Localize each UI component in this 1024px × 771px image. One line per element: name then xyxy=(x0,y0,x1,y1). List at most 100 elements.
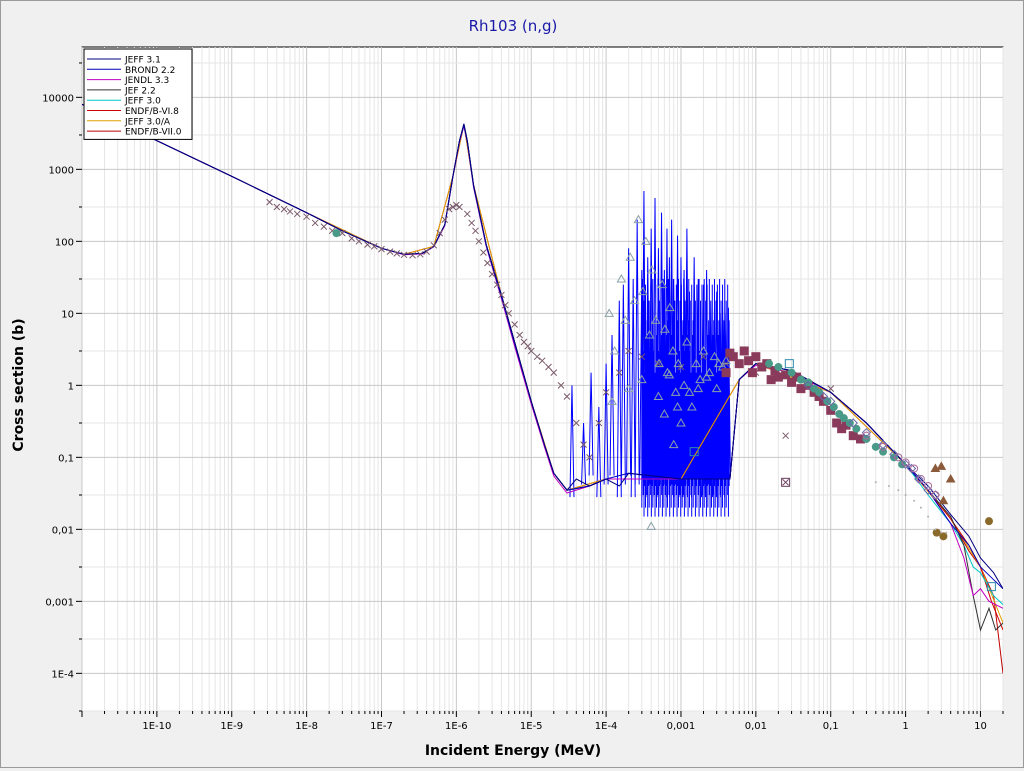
triangle-marker xyxy=(673,358,684,368)
circle-marker xyxy=(765,359,774,368)
plot-area xyxy=(81,46,1004,712)
triangle-marker xyxy=(682,336,692,346)
diamond-marker xyxy=(878,439,888,450)
circle-marker xyxy=(804,378,813,387)
triangle-marker xyxy=(691,358,702,368)
triangle-marker xyxy=(657,279,667,289)
x-marker xyxy=(472,227,479,235)
circle-marker xyxy=(815,388,824,397)
square-marker xyxy=(747,368,757,378)
x-marker xyxy=(449,203,457,211)
legend-label: JEFF 3.0/A xyxy=(124,117,171,127)
y-tick-label: 10000 xyxy=(42,93,74,104)
legend-label: ENDF/B-VII.0 xyxy=(125,128,182,138)
dot-marker xyxy=(874,481,877,484)
triangle-marker xyxy=(633,214,644,224)
x-marker xyxy=(602,388,610,396)
square-marker xyxy=(784,359,794,369)
dot-marker xyxy=(887,484,890,487)
x-marker xyxy=(423,248,430,255)
triangle-marker xyxy=(701,372,712,381)
diamond-marker xyxy=(889,449,899,460)
x-marker xyxy=(338,229,346,237)
triangle-marker xyxy=(693,383,704,393)
triangle-marker xyxy=(620,315,631,324)
x-marker xyxy=(782,432,789,440)
legend-label: ENDF/B-VI.8 xyxy=(125,107,179,117)
x-tick-labels: 1E-10 1E-9 1E-8 1E-7 1E-6 1E-5 1E-4 0,001 0,01 0,… xyxy=(142,721,986,732)
dot-marker xyxy=(934,528,937,531)
experimental-markers xyxy=(266,198,996,592)
x-marker xyxy=(463,210,471,218)
x-marker xyxy=(638,353,646,361)
circle-marker xyxy=(829,403,838,412)
circle-marker xyxy=(894,453,903,462)
square-marker xyxy=(986,582,996,592)
x-marker xyxy=(416,250,424,258)
triangle-marker xyxy=(713,358,724,368)
triangle-marker xyxy=(629,295,640,305)
circle-marker xyxy=(932,528,941,537)
x-marker xyxy=(563,393,571,400)
x-marker xyxy=(400,251,408,259)
y-tick-label: 1 xyxy=(68,381,74,392)
legend-label: BROND 2.2 xyxy=(125,66,175,76)
diamond-marker xyxy=(914,474,924,484)
dot-marker xyxy=(940,531,943,534)
x-marker xyxy=(280,205,288,213)
circle-marker xyxy=(901,458,910,467)
triangle-marker xyxy=(647,264,657,274)
triangle-marker xyxy=(616,273,627,283)
x-marker xyxy=(303,213,310,221)
x-marker xyxy=(409,251,416,259)
circle-marker xyxy=(787,368,796,377)
circle-marker xyxy=(839,414,848,423)
x-marker xyxy=(572,419,580,427)
x-axis-label: Incident Energy (MeV) xyxy=(425,743,601,759)
triangle-marker xyxy=(653,391,664,400)
square-marker xyxy=(832,418,842,428)
x-marker xyxy=(511,321,518,328)
triangle-marker xyxy=(711,383,722,393)
triangle-marker xyxy=(936,461,947,470)
square-marker xyxy=(734,359,744,369)
x-marker xyxy=(480,249,487,256)
triangle-marker xyxy=(644,330,655,339)
dot-marker xyxy=(919,506,922,509)
x-marker xyxy=(586,453,593,461)
x-marker xyxy=(456,203,463,211)
x-marker xyxy=(293,210,301,218)
x-marker xyxy=(505,309,513,317)
circle-marker xyxy=(931,490,940,499)
square-marker xyxy=(739,346,749,356)
dot-marker xyxy=(897,489,900,492)
x-marker xyxy=(516,331,523,339)
x-marker xyxy=(498,291,505,299)
triangle-marker xyxy=(945,474,956,483)
x-marker xyxy=(364,241,371,248)
x-tick-label: 10 xyxy=(974,721,987,732)
square-marker xyxy=(689,447,699,457)
dot-marker xyxy=(913,499,916,502)
triangle-marker xyxy=(695,374,705,384)
y-tick-label: 10 xyxy=(61,309,74,320)
x-tick-label: 1E-6 xyxy=(445,721,468,732)
triangle-marker xyxy=(704,367,715,377)
x-marker xyxy=(311,219,319,227)
y-tick-label: 0,001 xyxy=(45,597,74,608)
x-marker xyxy=(625,347,632,355)
triangle-marker xyxy=(662,367,673,377)
x-tick-label: 0,1 xyxy=(823,721,839,732)
x-marker xyxy=(501,301,509,309)
diamond-marker xyxy=(906,463,917,474)
diamond-marker xyxy=(803,380,813,391)
diamond-marker xyxy=(861,427,872,438)
x-marker xyxy=(436,229,444,237)
circle-marker xyxy=(910,464,919,473)
circle-marker xyxy=(774,362,783,371)
circle-marker xyxy=(852,424,861,433)
square-marker xyxy=(787,377,797,387)
x-tick-label: 0,01 xyxy=(745,721,767,732)
circle-marker xyxy=(939,532,948,541)
